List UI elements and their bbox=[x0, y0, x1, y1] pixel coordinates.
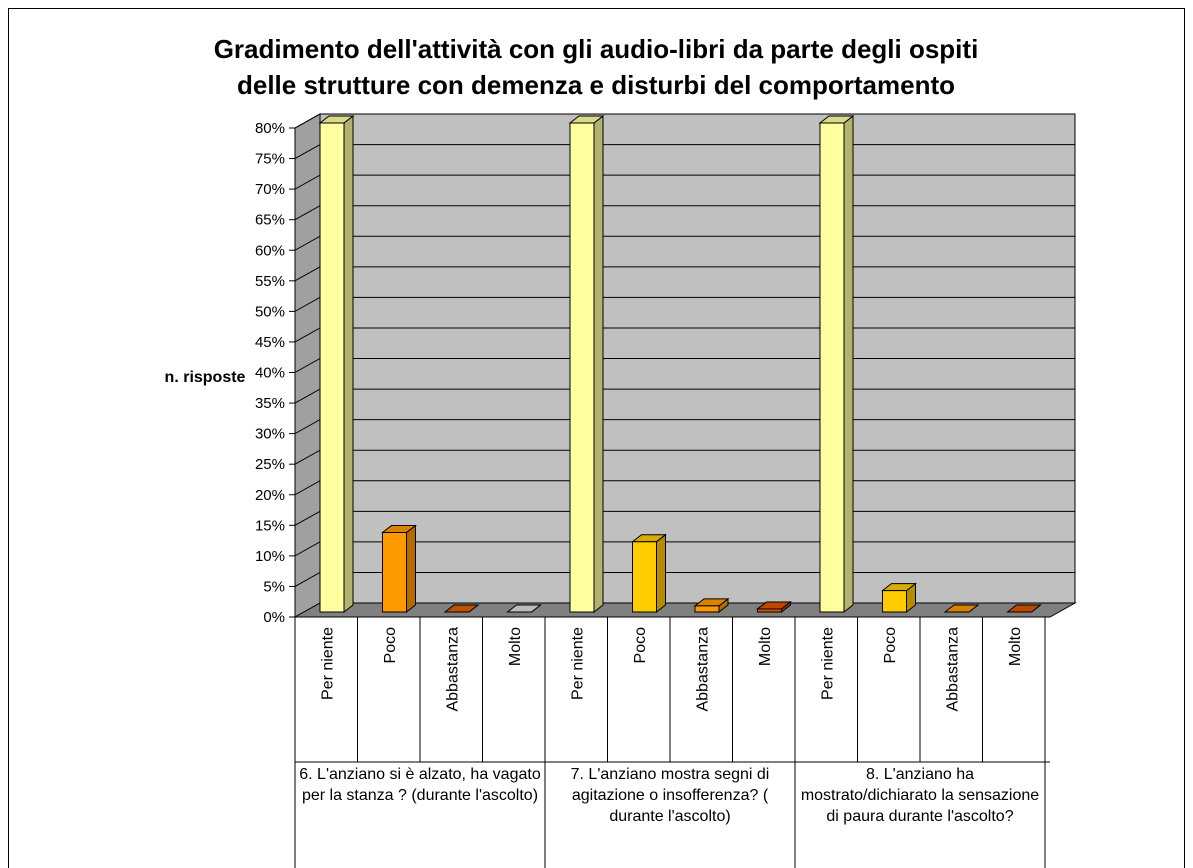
bar-front bbox=[319, 122, 345, 613]
bar-front bbox=[882, 590, 907, 613]
bar-side bbox=[343, 114, 354, 614]
y-tick-label: 50% bbox=[255, 303, 285, 320]
x-tick-label: Molto bbox=[507, 627, 524, 666]
bar bbox=[693, 597, 730, 614]
x-tick-label: Abbastanza bbox=[694, 627, 711, 712]
bar bbox=[631, 533, 667, 614]
bar bbox=[943, 604, 980, 613]
bar-side bbox=[406, 524, 416, 614]
y-tick-label: 45% bbox=[255, 334, 285, 351]
y-tick-label: 0% bbox=[263, 609, 285, 626]
bar bbox=[818, 114, 855, 614]
x-tick-label: Abbastanza bbox=[444, 627, 461, 712]
chart-title: delle strutture con demenza e disturbi d… bbox=[237, 70, 955, 100]
group-label: 8. L'anziano ha mostrato/dichiarato la s… bbox=[800, 766, 1040, 825]
bar-front bbox=[757, 608, 782, 613]
bar bbox=[756, 600, 792, 614]
y-tick-label: 60% bbox=[255, 242, 285, 259]
y-tick-label: 40% bbox=[255, 365, 285, 382]
x-tick-label: Poco bbox=[632, 627, 649, 664]
y-tick-label: 75% bbox=[255, 151, 285, 168]
bar-side bbox=[656, 533, 666, 614]
x-tick-label: Per niente bbox=[819, 627, 836, 700]
y-tick-label: 35% bbox=[255, 395, 285, 412]
y-tick-label: 70% bbox=[255, 181, 285, 198]
y-tick-label: 80% bbox=[255, 120, 285, 137]
y-tick-label: 25% bbox=[255, 456, 285, 473]
bar-front bbox=[569, 122, 595, 613]
group-label: 6. L'anziano si è alzato, ha vagato per … bbox=[299, 766, 541, 804]
bar bbox=[381, 524, 417, 614]
bar-side bbox=[593, 114, 604, 614]
floor bbox=[293, 602, 1077, 618]
x-tick-label: Per niente bbox=[319, 627, 336, 700]
y-tick-label: 55% bbox=[255, 273, 285, 290]
y-tick-label: 20% bbox=[255, 487, 285, 504]
y-tick-label: 65% bbox=[255, 212, 285, 229]
y-tick-label: 30% bbox=[255, 426, 285, 443]
bar-front bbox=[632, 541, 657, 613]
bar bbox=[506, 604, 542, 613]
x-tick-label: Per niente bbox=[569, 627, 586, 700]
x-tick-label: Abbastanza bbox=[944, 627, 961, 712]
x-tick-label: Poco bbox=[382, 627, 399, 664]
x-tick-label: Molto bbox=[1007, 627, 1024, 666]
bar-front bbox=[694, 605, 720, 613]
y-tick-label: 5% bbox=[263, 578, 285, 595]
bar-front bbox=[819, 122, 845, 613]
bar bbox=[318, 114, 355, 614]
grid-line bbox=[294, 113, 1075, 129]
bar bbox=[443, 604, 480, 613]
x-tick-label: Molto bbox=[757, 627, 774, 666]
y-tick-label: 15% bbox=[255, 517, 285, 534]
bar-front bbox=[382, 532, 407, 613]
y-axis-label: n. risposte bbox=[165, 369, 246, 386]
x-tick-label: Poco bbox=[882, 627, 899, 664]
chart-title: Gradimento dell'attività con gli audio-l… bbox=[214, 34, 979, 64]
group-label: 7. L'anziano mostra segni di agitazione … bbox=[570, 766, 770, 825]
bar bbox=[881, 582, 917, 614]
bar bbox=[1006, 604, 1042, 613]
bar-side bbox=[843, 114, 854, 614]
bar bbox=[568, 114, 605, 614]
y-tick-label: 10% bbox=[255, 548, 285, 565]
